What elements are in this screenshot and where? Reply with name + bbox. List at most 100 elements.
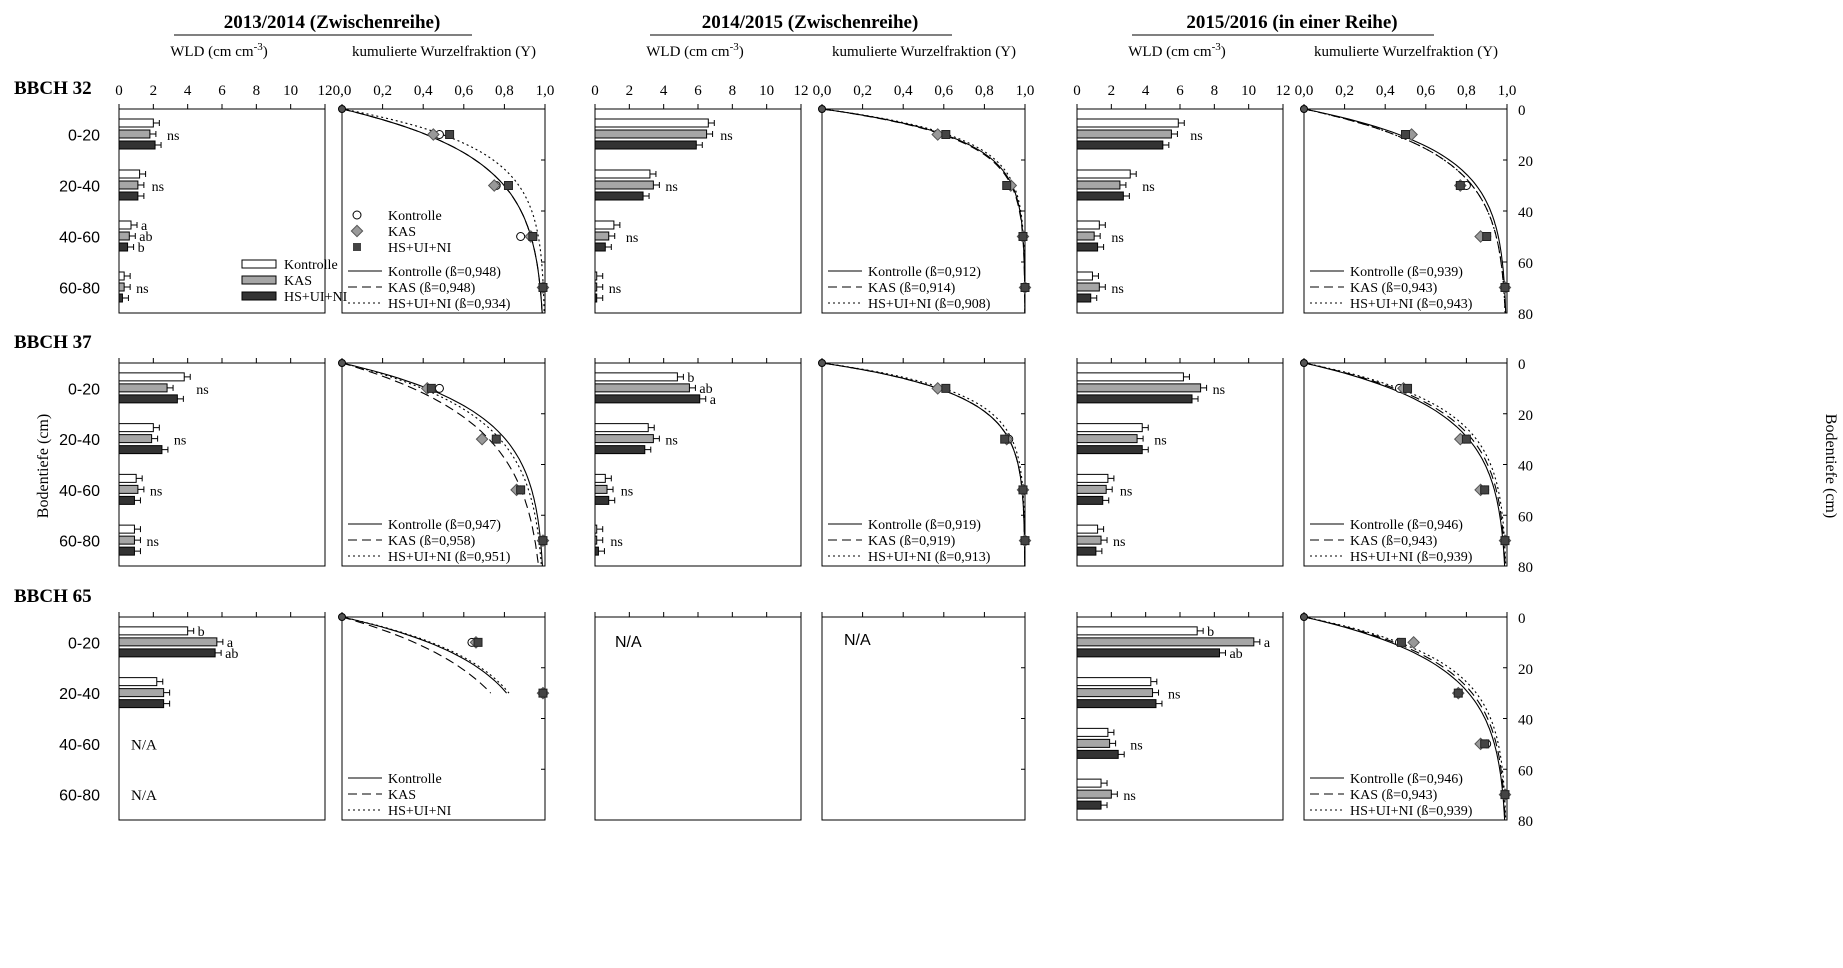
significance-letter: b (198, 625, 205, 640)
depth-category-label: 0-20 (68, 128, 100, 145)
fit-curve (341, 362, 539, 567)
legend-label: HS+UI+NI (284, 290, 348, 305)
depth-tick-label: 40 (1518, 205, 1533, 221)
origin-point (338, 359, 346, 367)
wld-tick-label: 10 (283, 83, 298, 99)
wld-bar (118, 434, 153, 444)
bar-panel-frame (1076, 616, 1284, 821)
depth-category-label: 40-60 (59, 737, 100, 754)
hs-point (1453, 688, 1463, 698)
wld-bar (118, 129, 151, 139)
cum-tick-label: 0,4 (414, 83, 433, 99)
wld-bar (1076, 484, 1107, 494)
wld-exp: -3 (730, 41, 740, 53)
panel-group: ns ns ns ns Kontrolle (ß=0,947)KAS (ß=0,958)… (118, 358, 550, 567)
hs-point (1396, 637, 1406, 647)
wld-bar (1076, 688, 1154, 698)
na-label: N/A (844, 632, 871, 649)
stage-label: BBCH 65 (14, 586, 92, 607)
kontrolle-point (434, 383, 444, 393)
wld-axis-title: WLD (cm cm-3) (646, 41, 743, 60)
significance-label: ns (665, 180, 677, 195)
significance-label: ns (1190, 129, 1202, 144)
legend-label: KAS (284, 274, 312, 289)
cum-tick-label: 0,0 (333, 83, 352, 99)
cum-tick-label: 0,8 (1457, 83, 1476, 99)
origin-point (1300, 105, 1308, 113)
wld-bar (118, 626, 189, 636)
fit-curve (1303, 616, 1506, 821)
wld-tick-label: 4 (1142, 83, 1150, 99)
wld-bar (118, 231, 130, 241)
fit-curve (341, 108, 545, 313)
cum-axis-title: kumulierte Wurzelfraktion (Y) (832, 44, 1016, 60)
cum-tick-label: 1,0 (1498, 83, 1517, 99)
depth-tick-label: 20 (1518, 408, 1533, 424)
depth-tick-label: 0 (1518, 103, 1526, 119)
cum-tick-label: 0,8 (975, 83, 994, 99)
depth-tick-label: 80 (1518, 307, 1533, 323)
legend-marker (352, 210, 362, 220)
significance-letter: ab (225, 647, 238, 662)
hs-point (516, 485, 526, 495)
significance-label: ns (609, 282, 621, 297)
depth-category-label: 60-80 (59, 281, 100, 298)
curve-legend-label: KAS (ß=0,943) (1350, 281, 1438, 296)
wld-bar (118, 495, 135, 505)
hs-point (1018, 485, 1028, 495)
origin-point (338, 105, 346, 113)
curve-legend-label: HS+UI+NI (ß=0,939) (1350, 550, 1473, 565)
stage-label: BBCH 37 (14, 332, 92, 353)
hs-point (503, 181, 513, 190)
cum-tick-label: 0,0 (1295, 83, 1314, 99)
significance-label: ns (626, 231, 638, 246)
significance-label: ns (1113, 535, 1125, 550)
hs-point (1401, 130, 1410, 139)
significance-label: ns (621, 484, 633, 499)
cum-tick-label: 1,0 (536, 83, 555, 99)
cum-tick-label: 0,4 (894, 83, 913, 99)
hs-point (1002, 181, 1012, 190)
wld-bar (1076, 648, 1220, 658)
wld-bar (594, 220, 615, 230)
season-title: 2014/2015 (Zwischenreihe) (702, 12, 919, 33)
wld-tick-label: 0 (115, 83, 123, 99)
kas-point (931, 128, 945, 141)
wld-bar (594, 191, 644, 201)
wld-bar (118, 372, 185, 382)
significance-letter: ab (1229, 647, 1242, 662)
wld-tick-label: 4 (184, 83, 192, 99)
fit-curve (341, 616, 510, 694)
hs-point (1480, 739, 1490, 749)
wld-bar (118, 484, 139, 494)
na-label: N/A (131, 788, 157, 804)
wld-bar (1076, 800, 1102, 810)
cum-tick-label: 0,8 (495, 83, 514, 99)
wld-bar (118, 677, 158, 687)
curve-legend-label: Kontrolle (ß=0,946) (1350, 772, 1463, 787)
cum-tick-label: 0,2 (373, 83, 392, 99)
wld-tick-label: 12 (794, 83, 809, 99)
bar-panel-frame (1076, 108, 1284, 314)
depth-category-label: 40-60 (59, 483, 100, 500)
wld-axis-title: WLD (cm cm-3) (1128, 41, 1225, 60)
cum-tick-label: 0,6 (934, 83, 953, 99)
cum-tick-label: 0,6 (1416, 83, 1435, 99)
significance-label: ns (1120, 484, 1132, 499)
significance-letter: ab (699, 382, 712, 397)
curve-legend-label: KAS (ß=0,919) (868, 534, 956, 549)
significance-label: ns (665, 434, 677, 449)
depth-tick-label: 60 (1518, 763, 1533, 779)
wld-bar (1076, 271, 1093, 281)
kas-point (487, 179, 501, 192)
legend-label: Kontrolle (284, 258, 338, 273)
hs-point (1020, 283, 1030, 292)
hs-point (528, 232, 538, 241)
fit-curve (1303, 616, 1507, 821)
wld-tick-label: 8 (1211, 83, 1219, 99)
legend-label: Kontrolle (388, 209, 442, 224)
significance-label: ns (152, 180, 164, 195)
origin-point (1300, 613, 1308, 621)
depth-tick-label: 80 (1518, 814, 1533, 830)
